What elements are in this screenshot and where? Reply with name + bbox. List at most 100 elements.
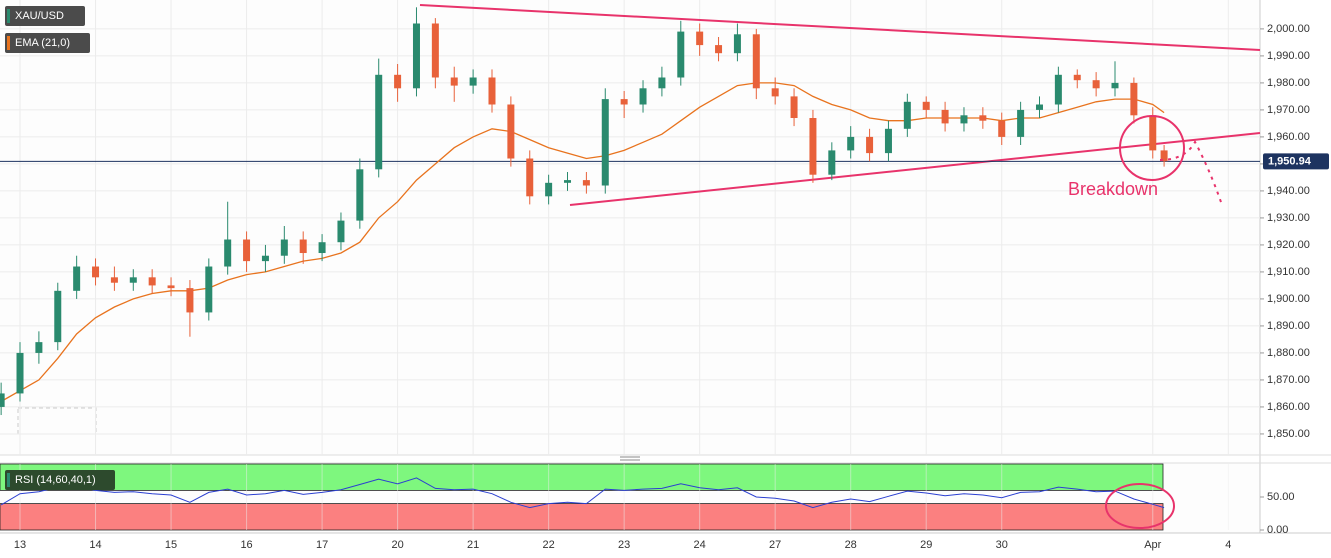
rsi-circle xyxy=(1105,483,1175,529)
candle-body xyxy=(828,150,836,175)
candle-body xyxy=(866,136,874,154)
y-tick-label: 1,960.00 xyxy=(1267,131,1310,143)
legend-swatch xyxy=(7,9,10,23)
y-tick-label: 1,880.00 xyxy=(1267,347,1310,359)
candle-body xyxy=(545,182,553,197)
candle-body xyxy=(469,77,477,86)
y-tick-label: 1,930.00 xyxy=(1267,212,1310,224)
candle-body xyxy=(431,23,439,78)
projection xyxy=(1159,139,1223,206)
candle-body xyxy=(903,101,911,129)
candle-body xyxy=(1017,109,1025,137)
legend-box xyxy=(5,470,115,490)
candle-body xyxy=(696,31,704,46)
candle-body xyxy=(54,290,62,343)
rsi-tick-label: 50.00 xyxy=(1267,491,1295,503)
candle-body xyxy=(1073,74,1081,81)
candle-body xyxy=(1111,82,1119,89)
candle-body xyxy=(1160,150,1168,162)
x-tick-label: 23 xyxy=(618,539,630,551)
candle-body xyxy=(129,277,137,283)
candle-body xyxy=(318,242,326,254)
candle-body xyxy=(526,158,534,197)
rsi-upper-band xyxy=(0,463,1164,491)
y-tick-label: 1,920.00 xyxy=(1267,239,1310,251)
candle-body xyxy=(847,136,855,151)
x-tick-label: 22 xyxy=(543,539,555,551)
candle-body xyxy=(205,266,213,313)
price-label: 1,950.94 xyxy=(1268,155,1312,167)
candle-body xyxy=(110,277,118,283)
x-tick-label: 16 xyxy=(240,539,252,551)
x-tick-label: 15 xyxy=(165,539,177,551)
rsi-tick-label: 0.00 xyxy=(1267,524,1288,536)
y-tick-label: 1,990.00 xyxy=(1267,50,1310,62)
x-tick-label: 4 xyxy=(1225,539,1231,551)
legend-swatch xyxy=(7,36,10,50)
candle-body xyxy=(601,99,609,186)
candle-body xyxy=(677,31,685,78)
x-tick-label: 28 xyxy=(845,539,857,551)
y-tick-label: 1,970.00 xyxy=(1267,104,1310,116)
legend-label: XAU/USD xyxy=(15,10,64,22)
y-tick-label: 1,900.00 xyxy=(1267,293,1310,305)
candle-body xyxy=(790,96,798,119)
x-tick-label: 30 xyxy=(996,539,1008,551)
candle-body xyxy=(979,115,987,121)
resize-grip[interactable] xyxy=(620,456,640,461)
x-tick-label: 29 xyxy=(920,539,932,551)
candle-body xyxy=(337,220,345,243)
legend-box xyxy=(5,33,90,53)
candle-body xyxy=(280,239,288,256)
candle-body xyxy=(1130,82,1138,116)
candle-body xyxy=(1035,104,1043,110)
x-tick-label: 13 xyxy=(14,539,26,551)
candle-body xyxy=(998,120,1006,137)
y-tick-label: 1,980.00 xyxy=(1267,77,1310,89)
candle-body xyxy=(375,74,383,170)
legend-label: EMA (21,0) xyxy=(15,37,70,49)
trendline xyxy=(419,4,1261,51)
candle-body xyxy=(564,180,572,183)
candle-body xyxy=(450,77,458,86)
y-tick-label: 1,940.00 xyxy=(1267,185,1310,197)
candle-body xyxy=(394,74,402,89)
x-tick-label: 21 xyxy=(467,539,479,551)
y-tick-label: 1,870.00 xyxy=(1267,374,1310,386)
legend-box xyxy=(5,6,85,26)
x-tick-label: 27 xyxy=(769,539,781,551)
candle-body xyxy=(412,23,420,89)
trendline xyxy=(569,132,1261,206)
x-tick-label: 20 xyxy=(391,539,403,551)
y-tick-label: 1,850.00 xyxy=(1267,428,1310,440)
candle-body xyxy=(960,115,968,124)
candle-body xyxy=(639,88,647,105)
price-panel xyxy=(0,0,1260,455)
ema-line xyxy=(0,82,1165,403)
candle-body xyxy=(488,77,496,105)
candle-body xyxy=(941,109,949,124)
candle-body xyxy=(771,88,779,97)
y-tick-label: 1,860.00 xyxy=(1267,401,1310,413)
candle-body xyxy=(0,393,5,407)
candle-body xyxy=(92,266,100,278)
annotation-text: Breakdown xyxy=(1068,179,1158,199)
candle-body xyxy=(507,104,515,159)
y-tick-label: 1,910.00 xyxy=(1267,266,1310,278)
candle-body xyxy=(884,128,892,154)
candle-body xyxy=(715,45,723,54)
legend-label: RSI (14,60,40,1) xyxy=(15,474,96,486)
candle-body xyxy=(620,99,628,105)
candle-body xyxy=(733,34,741,54)
candle-body xyxy=(752,34,760,89)
candle-body xyxy=(809,118,817,175)
candle-body xyxy=(1149,115,1157,151)
candle-body xyxy=(167,285,175,289)
rsi-line xyxy=(0,477,1165,509)
rsi-lower-band xyxy=(0,503,1164,531)
candle-body xyxy=(261,255,269,262)
candle-body xyxy=(16,352,24,394)
candle-body xyxy=(658,77,666,89)
